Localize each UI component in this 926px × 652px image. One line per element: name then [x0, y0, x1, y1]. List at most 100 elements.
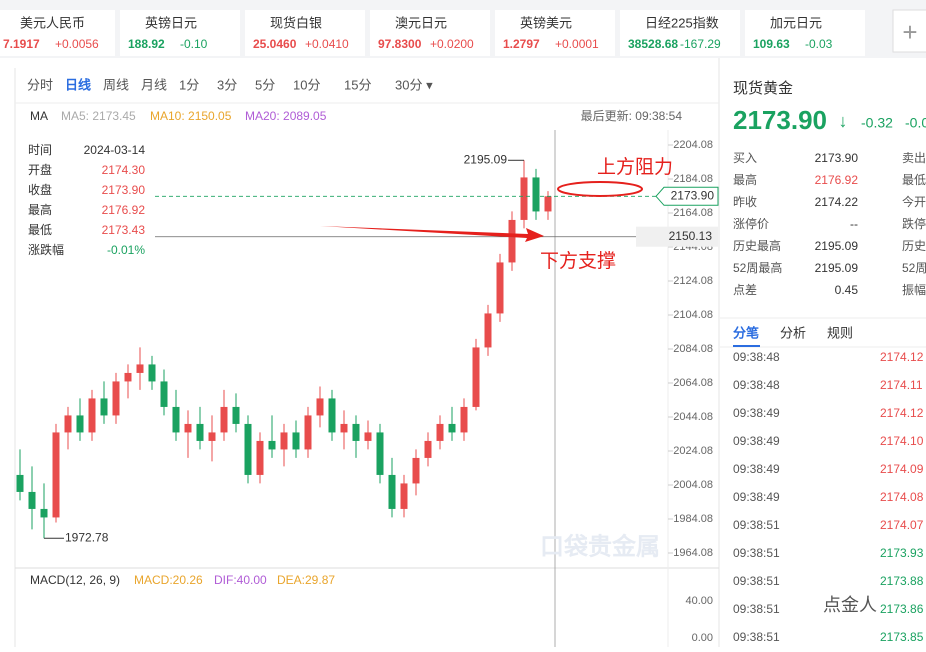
y-tick-label: 2064.08 [673, 377, 713, 389]
y-tick-label: 1984.08 [673, 513, 713, 525]
candle-body [16, 474, 24, 492]
resistance-ellipse [557, 181, 643, 197]
candle-body [340, 423, 348, 433]
macd-dif: DIF:40.00 [214, 573, 267, 587]
y-tick-label: 2164.08 [673, 207, 713, 219]
annotation: 上方阻力 [597, 156, 673, 178]
add-button[interactable] [892, 9, 926, 53]
trade-time: 09:38:51 [733, 602, 780, 616]
period-tab[interactable]: 15分 [344, 77, 371, 92]
ticker-name[interactable]: 美元人民币 [20, 15, 85, 30]
ticker-card[interactable] [120, 10, 240, 56]
trade-price: 2173.85 [880, 630, 924, 644]
stat-value: -- [850, 217, 858, 231]
annotation: 下方支撑 [540, 250, 616, 272]
trade-price: 2174.12 [880, 406, 924, 420]
macd-title: MACD(12, 26, 9) [30, 573, 120, 587]
candle-body [364, 432, 372, 441]
candle-body [448, 423, 456, 433]
ticker-card[interactable] [495, 10, 615, 56]
candle-body [172, 406, 180, 433]
info-value: 2173.43 [102, 223, 146, 237]
trade-time: 09:38:49 [733, 406, 780, 420]
info-label: 最高 [28, 202, 52, 217]
stat-value: 0.45 [835, 283, 859, 297]
support-arrow [320, 226, 544, 242]
candle-body [88, 398, 96, 433]
ticker-change: +0.0200 [430, 37, 474, 51]
period-tab[interactable]: 3分 [217, 77, 237, 92]
trade-time: 09:38:51 [733, 630, 780, 644]
panel-tab[interactable]: 分笔 [733, 325, 759, 340]
stat-label: 昨收 [733, 195, 757, 209]
ma10: MA10: 2150.05 [150, 109, 232, 123]
stat-label: 最低 [902, 173, 926, 187]
candle-body [124, 372, 132, 382]
trade-price: 2173.86 [880, 602, 924, 616]
ticker-change: -0.03 [805, 37, 833, 51]
candle-body [292, 432, 300, 450]
candle-body [352, 423, 360, 441]
candle-body [496, 262, 504, 314]
watermark: 口袋贵金属 [540, 532, 660, 560]
candle-body [76, 415, 84, 433]
panel-tab[interactable]: 规则 [827, 325, 853, 340]
ticker-name[interactable]: 日经225指数 [645, 15, 719, 30]
info-label: 最低 [28, 223, 52, 237]
trade-price: 2174.08 [880, 490, 924, 504]
candle-body [64, 415, 72, 433]
ticker-card[interactable] [620, 10, 740, 56]
candle-body [100, 398, 108, 416]
ma5: MA5: 2173.45 [61, 109, 136, 123]
ticker-name[interactable]: 加元日元 [770, 15, 822, 30]
candle-body [544, 196, 552, 212]
brand: 点金人 [823, 595, 877, 615]
stat-value: 2195.09 [815, 239, 859, 253]
info-value: 2176.92 [102, 203, 146, 217]
period-tab[interactable]: 周线 [103, 77, 129, 92]
current-price-tag [655, 186, 719, 206]
period-tab[interactable]: 5分 [255, 77, 275, 92]
period-tab[interactable]: 10分 [293, 77, 320, 92]
trade-time: 09:38:48 [733, 378, 780, 392]
panel-tab[interactable]: 分析 [780, 325, 806, 340]
candle-body [376, 432, 384, 475]
ticker-name[interactable]: 英镑美元 [520, 15, 572, 30]
stat-value: 2173.90 [815, 151, 859, 165]
trade-time: 09:38:51 [733, 518, 780, 532]
ticker-price: 7.1917 [3, 37, 40, 51]
ticker-name[interactable]: 现货白银 [270, 15, 322, 30]
candle-body [412, 457, 420, 484]
trade-time: 09:38:51 [733, 574, 780, 588]
period-tab[interactable]: 30分 ▾ [395, 77, 433, 92]
ticker-card[interactable] [245, 10, 365, 56]
candle-body [532, 177, 540, 212]
info-label: 收盘 [28, 182, 52, 197]
period-tab[interactable]: 分时 [27, 77, 53, 92]
down-arrow: ↓ [839, 111, 848, 131]
candle-body [208, 432, 216, 441]
candle-body [220, 406, 228, 433]
high-label: 2195.09 [464, 152, 508, 166]
ticker-card[interactable] [370, 10, 490, 56]
add-icon[interactable]: + [902, 17, 917, 47]
ticker-card[interactable] [0, 10, 115, 56]
candle-body [28, 491, 36, 509]
ma20: MA20: 2089.05 [245, 109, 327, 123]
macd-axis-label: 40.00 [685, 595, 713, 607]
info-value: -0.01% [107, 243, 145, 257]
stat-label: 买入 [733, 151, 757, 165]
period-tab[interactable]: 1分 [179, 77, 199, 92]
ticker-name[interactable]: 英镑日元 [145, 15, 197, 30]
stat-label: 最高 [733, 172, 757, 187]
ticker-change: +0.0410 [305, 37, 349, 51]
period-tab[interactable]: 月线 [141, 77, 167, 92]
ticker-name[interactable]: 澳元日元 [395, 15, 447, 30]
trade-time: 09:38:49 [733, 434, 780, 448]
period-tab[interactable]: 日线 [65, 77, 91, 92]
candle-body [256, 440, 264, 475]
panel-pct: -0.0 [905, 115, 926, 131]
stat-label: 52周 [902, 261, 926, 275]
macd-dea: DEA:29.87 [277, 573, 335, 587]
ticker-card[interactable] [745, 10, 865, 56]
